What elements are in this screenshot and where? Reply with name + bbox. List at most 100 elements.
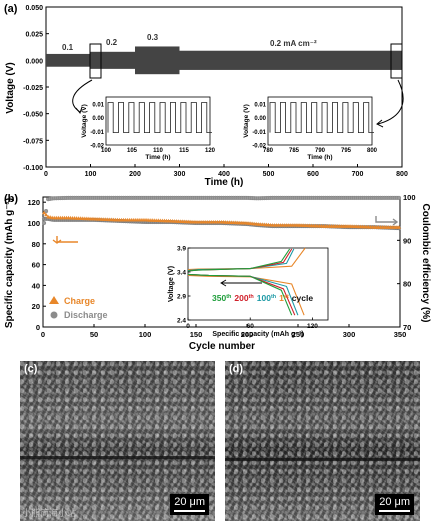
inset-right-ytick-label: -0.02 <box>252 144 266 150</box>
inset-left-ytick-label: -0.01 <box>90 130 104 136</box>
voltage-band-segment <box>46 53 91 67</box>
inset-right-xtick-label: 785 <box>289 148 300 154</box>
inset-left-xlabel: Time (h) <box>145 154 170 161</box>
voltage-band-segment <box>90 51 135 69</box>
zoom-box-left <box>89 43 102 79</box>
sem-interface-d <box>225 458 420 461</box>
panel-b-ytick-right-label: 100 <box>403 193 416 202</box>
inset-b-frame <box>187 247 329 321</box>
panel-b-xtick-label: 300 <box>343 330 356 339</box>
inset-right-ytick-label: 0.01 <box>254 102 266 108</box>
panel-a-yticks: 0.050 0.025 0.000 -0.025 -0.050 -0.075 -0.100 <box>23 5 49 172</box>
panel-b-ytick-right-label: 70 <box>403 323 411 332</box>
inset-right-xtick-label: 800 <box>367 148 378 154</box>
charge-point <box>396 225 401 229</box>
panel-b-ytick-right-label: 80 <box>403 280 411 289</box>
inset-left-ytick-label: -0.02 <box>90 144 104 150</box>
panel-b-ytick-left-label: 0 <box>36 323 40 332</box>
inset-left-ylabel: Voltage (V) <box>81 104 88 137</box>
cycle-label-200th: 200 <box>234 293 248 303</box>
panel-b-xtick-label: 250 <box>292 330 305 339</box>
panel-b-ytick-left-label: 100 <box>27 219 40 228</box>
cycle-label-suffix: th <box>271 294 277 300</box>
inset-right-xlabel: Time (h) <box>307 154 332 161</box>
annotation-0-3: 0.3 <box>147 33 159 42</box>
panel-a-ytick-label: 0.050 <box>25 5 43 12</box>
ce-point <box>41 220 47 226</box>
cycle-label-word: cycle <box>292 293 314 303</box>
panel-a: (a) Voltage (V) Time (h) 0.050 0.025 0.000… <box>4 3 408 188</box>
inset-right-ylabel: Voltage (V) <box>243 104 250 137</box>
panel-a-label: (a) <box>4 3 18 15</box>
scale-bar-d-label: 20 μm <box>379 496 410 508</box>
inset-b-xlabel: Specific capacity (mAh g⁻¹) <box>212 331 303 338</box>
cycle-label-1st: 1 <box>279 293 284 303</box>
inset-b-arrow-head <box>220 279 227 287</box>
inset-b-ytick-label: 3.4 <box>177 270 186 277</box>
cycle-label-suffix: th <box>249 294 255 300</box>
panel-a-xtick-label: 100 <box>85 171 97 178</box>
panel-b-inset: 2.4 2.9 3.4 3.9 0 60 120 Specific capacity (mAh… <box>168 246 329 338</box>
inset-left-frame <box>105 96 211 146</box>
annotation-0-1: 0.1 <box>62 43 74 52</box>
panel-b-xlabel: Cycle number <box>189 341 255 352</box>
panel-b-xtick-label: 0 <box>41 330 45 339</box>
scale-bar-d: 20 μm <box>375 494 414 515</box>
inset-curve-350th-discharge <box>187 273 293 316</box>
panel-b-ylabel-left: Specific capacity (mAh g⁻¹) <box>4 198 15 328</box>
zoom-arrow-left-head <box>75 106 83 115</box>
panel-b-ytick-left-label: 80 <box>32 240 40 249</box>
voltage-band-segment <box>179 50 402 70</box>
panel-b-ylabel-right: Coulombic efficiency (%) <box>420 204 431 323</box>
panel-a-xtick-label: 400 <box>218 171 230 178</box>
zoom-box-right <box>390 43 403 79</box>
panel-a-ytick-label: 0.025 <box>25 32 43 39</box>
zoom-arrow-right-head <box>376 119 384 128</box>
inset-left-ytick-label: 0.01 <box>92 102 104 108</box>
arrow-right-axis-head <box>392 218 399 226</box>
panel-a-xticks: 0 100 200 300 400 500 600 700 800 <box>44 164 408 178</box>
panel-a-voltage-trace <box>46 46 402 75</box>
panel-b-xtick-label: 150 <box>190 330 203 339</box>
inset-curve-350th-charge <box>187 248 291 272</box>
panel-b-xtick-label: 100 <box>139 330 152 339</box>
cycle-label-suffix: st <box>284 294 289 300</box>
panel-a-xtick-label: 800 <box>396 171 408 178</box>
panel-a-ytick-label: -0.050 <box>23 112 43 119</box>
panel-a-xtick-label: 700 <box>352 171 364 178</box>
panel-b-xtick-label: 350 <box>394 330 407 339</box>
panel-a-xtick-label: 200 <box>129 171 141 178</box>
inset-left-xtick-label: 115 <box>179 148 189 154</box>
panel-b-xticks: 0 50 100 150 200 250 300 350 <box>41 324 406 339</box>
inset-b-ytick-label: 2.9 <box>177 294 186 301</box>
panel-d-label: (d) <box>229 363 244 375</box>
inset-right-square-wave <box>269 102 374 134</box>
inset-right-xtick-label: 780 <box>263 148 274 154</box>
inset-right-xtick-label: 790 <box>315 148 326 154</box>
scale-bar-d-line <box>379 510 410 512</box>
panel-b-xtick-label: 200 <box>241 330 254 339</box>
ce-point <box>396 195 402 200</box>
panel-b-ytick-left-label: 120 <box>27 198 40 207</box>
zoom-arrow-right <box>377 79 404 125</box>
panel-a-xtick-label: 500 <box>263 171 275 178</box>
inset-left-xtick-label: 110 <box>153 148 163 154</box>
arrow-right-axis-ce <box>375 216 397 223</box>
panel-b-ytick-left-label: 40 <box>32 281 40 290</box>
inset-left-xtick-label: 120 <box>205 148 216 154</box>
panel-b-label: (b) <box>4 193 18 205</box>
panel-a-ylabel: Voltage (V) <box>5 62 16 113</box>
cycle-label-350th: 350 <box>212 293 226 303</box>
panel-b-ytick-left-label: 20 <box>32 302 40 311</box>
annotation-0-2: 0.2 <box>106 38 118 47</box>
panel-a-ytick-label: 0.000 <box>25 58 43 65</box>
scale-bar-c-line <box>174 510 205 512</box>
panel-a-xtick-label: 0 <box>44 171 48 178</box>
panel-b-legend: Charge Discharge <box>49 296 108 320</box>
scale-bar-c: 20 μm <box>170 494 209 515</box>
panel-c-label: (c) <box>24 363 38 375</box>
inset-b-xtick-label: 60 <box>247 323 255 330</box>
inset-b-xtick-label: 0 <box>186 323 190 330</box>
inset-b-cycle-labels: 350th 200th 100th 1st cycle <box>212 293 313 303</box>
